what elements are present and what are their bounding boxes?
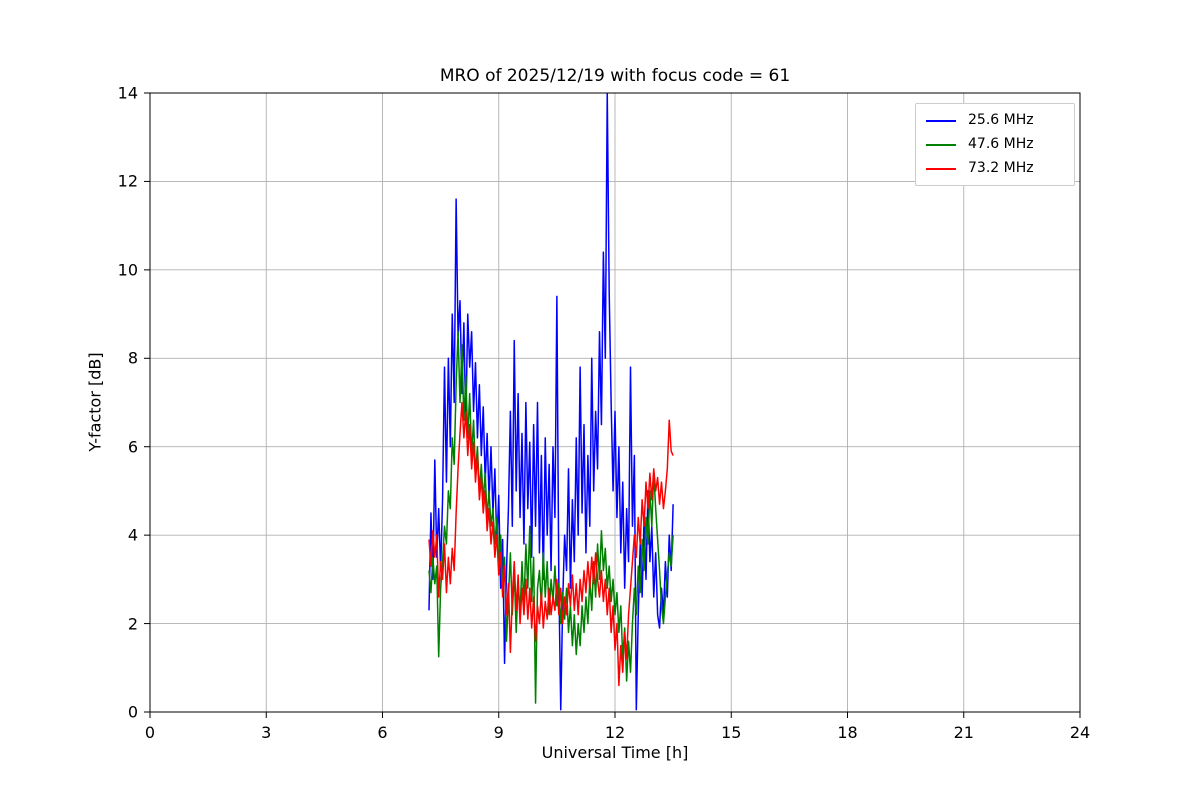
y-tick-label: 14 <box>117 83 138 103</box>
legend-line-blue <box>926 119 956 122</box>
x-tick-label: 9 <box>493 723 504 742</box>
legend-label: 25.6 MHz <box>968 112 1034 128</box>
x-tick-label: 12 <box>604 723 626 742</box>
y-tick-label: 8 <box>127 348 138 368</box>
y-tick-label: 6 <box>127 437 138 457</box>
chart-title: MRO of 2025/12/19 with focus code = 61 <box>439 66 791 86</box>
legend-item: 73.2 MHz <box>926 160 1064 177</box>
x-tick-label: 24 <box>1069 723 1091 742</box>
y-tick-label: 12 <box>117 171 138 191</box>
x-axis-label: Universal Time [h] <box>541 743 689 762</box>
legend: 25.6 MHz 47.6 MHz 73.2 MHz <box>915 103 1075 186</box>
y-tick-label: 0 <box>127 702 138 722</box>
x-tick-label: 3 <box>261 723 272 742</box>
legend-label: 73.2 MHz <box>968 160 1034 176</box>
x-tick-label: 6 <box>377 723 388 742</box>
x-tick-label: 18 <box>837 723 858 742</box>
y-tick-label: 10 <box>117 260 138 280</box>
legend-label: 47.6 MHz <box>968 136 1034 152</box>
x-tick-label: 0 <box>144 723 156 742</box>
legend-item: 47.6 MHz <box>926 136 1064 153</box>
x-tick-label: 21 <box>953 723 974 742</box>
legend-item: 25.6 MHz <box>926 112 1064 129</box>
y-axis-label: Y-factor [dB] <box>85 352 105 452</box>
legend-line-green <box>926 143 956 146</box>
x-tick-label: 15 <box>721 723 742 742</box>
legend-line-red <box>926 167 956 170</box>
y-tick-label: 4 <box>127 525 138 545</box>
y-tick-label: 2 <box>127 614 138 634</box>
